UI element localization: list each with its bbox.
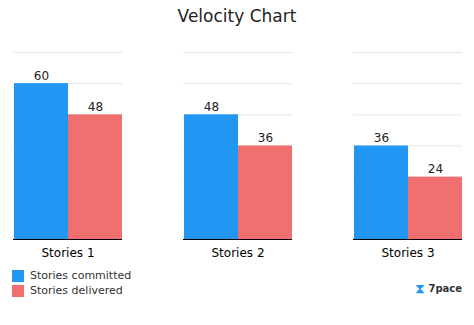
html-text:Stories committed: Stories committed — [30, 269, 132, 282]
svg-text:48: 48 — [204, 100, 219, 114]
svg-text:24: 24 — [428, 162, 443, 176]
svg-text:48: 48 — [88, 100, 103, 114]
html-text:Stories delivered: Stories delivered — [30, 284, 123, 297]
svg-text:60: 60 — [34, 69, 49, 83]
svg-text:Stories 3: Stories 3 — [381, 246, 434, 260]
html-text:Velocity Chart: Velocity Chart — [177, 6, 297, 26]
svg-text:36: 36 — [374, 131, 389, 145]
svg-text:Stories 2: Stories 2 — [211, 246, 264, 260]
svg-text:36: 36 — [258, 131, 273, 145]
html-text:⧗7pace: ⧗7pace — [415, 280, 462, 296]
svg-text:Stories 1: Stories 1 — [41, 246, 94, 260]
